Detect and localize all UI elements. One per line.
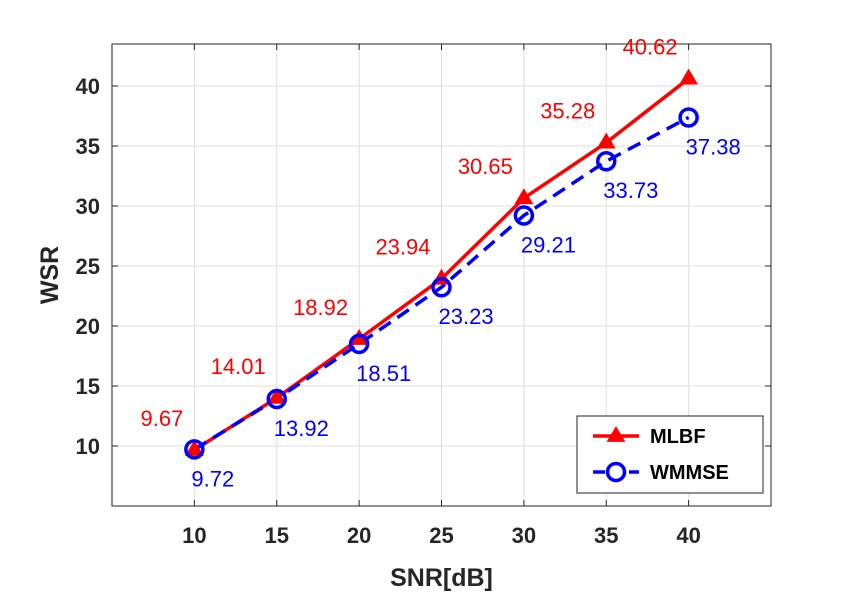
x-tick-label: 15 <box>265 523 289 548</box>
x-tick-label: 40 <box>676 523 700 548</box>
y-tick-label: 25 <box>76 254 100 279</box>
data-labels: 9.67 14.01 18.92 23.94 30.65 35.28 40.62 9.72 13… <box>141 35 741 492</box>
legend-box <box>576 415 764 494</box>
marker-wmmse <box>513 205 535 226</box>
marker-wmmse <box>348 333 370 355</box>
data-label-mlbf: 18.92 <box>293 295 348 320</box>
data-label-mlbf: 9.67 <box>141 406 184 431</box>
marker-wmmse <box>431 276 452 298</box>
data-label-wmmse: 23.23 <box>439 304 494 329</box>
y-axis-ticks: 10 15 20 25 30 35 40 <box>76 74 771 459</box>
x-tick-label: 20 <box>347 523 371 548</box>
y-tick-label: 30 <box>76 194 100 219</box>
y-tick-label: 10 <box>76 434 100 459</box>
x-tick-label: 10 <box>182 523 206 548</box>
legend: MLBF WMMSE <box>576 415 764 494</box>
legend-marker-mlbf <box>606 426 626 442</box>
y-tick-label: 20 <box>76 314 100 339</box>
data-label-wmmse: 37.38 <box>686 134 741 159</box>
data-label-mlbf: 23.94 <box>375 235 430 260</box>
data-label-mlbf: 40.62 <box>623 35 678 60</box>
x-axis-label: SNR[dB] <box>390 564 493 592</box>
data-label-wmmse: 33.73 <box>603 178 658 203</box>
marker-mlbf <box>184 439 204 456</box>
marker-mlbf <box>679 68 699 85</box>
legend-marker-wmmse <box>605 461 627 483</box>
markers <box>184 68 699 460</box>
data-label-wmmse: 18.51 <box>356 361 411 386</box>
y-tick-label: 40 <box>76 74 100 99</box>
data-label-mlbf: 35.28 <box>540 99 595 124</box>
y-tick-label: 15 <box>76 374 100 399</box>
x-tick-label: 30 <box>512 523 536 548</box>
legend-label-mlbf: MLBF <box>650 426 706 448</box>
data-label-wmmse: 9.72 <box>191 466 234 491</box>
marker-mlbf <box>596 132 616 149</box>
marker-mlbf <box>267 387 287 404</box>
marker-mlbf <box>514 188 534 205</box>
marker-wmmse <box>678 107 699 128</box>
y-tick-label: 35 <box>76 134 100 159</box>
y-axis-label: WSR <box>36 246 64 304</box>
x-tick-label: 35 <box>594 523 618 548</box>
data-label-mlbf: 30.65 <box>458 154 513 179</box>
marker-wmmse <box>596 150 617 172</box>
x-axis-ticks: 10 15 20 25 30 35 40 <box>182 44 701 548</box>
data-label-wmmse: 13.92 <box>274 416 329 441</box>
marker-wmmse <box>266 388 287 410</box>
marker-wmmse <box>184 439 205 460</box>
data-label-mlbf: 14.01 <box>211 354 266 379</box>
x-tick-label: 25 <box>429 523 453 548</box>
data-label-wmmse: 29.21 <box>521 232 576 257</box>
legend-label-wmmse: WMMSE <box>650 462 729 484</box>
